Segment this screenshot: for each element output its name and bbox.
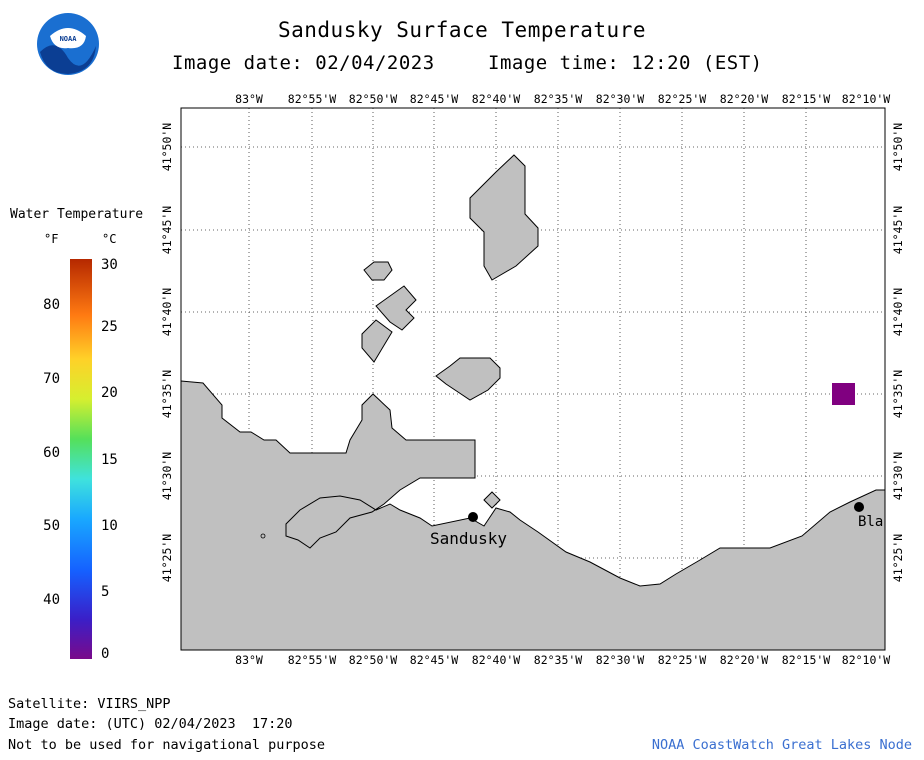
lon-tick-bottom: 82°15'W	[781, 653, 831, 667]
lon-tick-top: 82°25'W	[657, 92, 707, 106]
lat-tick-right: 41°45'N	[891, 205, 905, 255]
lat-tick-left: 41°45'N	[160, 205, 174, 255]
temperature-pixel	[832, 383, 855, 405]
lon-tick-bottom: 82°30'W	[595, 653, 645, 667]
bla-marker	[854, 502, 864, 512]
noaa-logo-text: NOAA	[60, 35, 78, 43]
lon-tick-bottom: 82°55'W	[287, 653, 337, 667]
island-lower-left	[361, 319, 393, 363]
noaa-logo-icon: NOAA	[37, 13, 99, 75]
lat-tick-right: 41°50'N	[891, 122, 905, 172]
legend-c-tick: 10	[101, 518, 118, 534]
island-small-top	[363, 261, 393, 281]
lat-tick-left: 41°40'N	[160, 287, 174, 337]
lon-tick-bottom: 82°20'W	[719, 653, 769, 667]
legend-unit-celsius: °C	[102, 232, 117, 246]
legend-c-tick: 5	[101, 584, 110, 600]
lat-tick-right: 41°30'N	[891, 451, 905, 501]
lon-tick-bottom: 82°40'W	[471, 653, 521, 667]
satellite-info: Satellite: VIIRS_NPP	[8, 696, 171, 712]
island-middle	[375, 285, 417, 331]
lat-tick-left: 41°35'N	[160, 369, 174, 419]
lon-tick-top: 82°20'W	[719, 92, 769, 106]
legend-f-tick: 70	[43, 371, 60, 387]
lon-tick-bottom: 82°50'W	[348, 653, 398, 667]
legend-f-tick: 80	[43, 297, 60, 313]
sandusky-label: Sandusky	[430, 529, 507, 548]
island-kelleys	[435, 357, 501, 401]
lon-tick-top: 82°30'W	[595, 92, 645, 106]
legend-c-tick: 20	[101, 385, 118, 401]
lon-tick-bottom: 82°10'W	[841, 653, 891, 667]
lat-tick-right: 41°35'N	[891, 369, 905, 419]
navigation-disclaimer: Not to be used for navigational purpose	[8, 737, 325, 753]
legend-f-tick: 50	[43, 518, 60, 534]
island-north	[469, 154, 539, 281]
islet	[260, 533, 266, 539]
lon-tick-bottom: 82°35'W	[533, 653, 583, 667]
legend-f-tick: 60	[43, 445, 60, 461]
lon-tick-bottom: 82°25'W	[657, 653, 707, 667]
lat-tick-right: 41°40'N	[891, 287, 905, 337]
legend-unit-fahrenheit: °F	[44, 232, 59, 246]
lon-tick-top: 82°35'W	[533, 92, 583, 106]
legend-c-tick: 25	[101, 319, 118, 335]
utc-date-info: Image date: (UTC) 02/04/2023 17:20	[8, 716, 293, 732]
lon-tick-top: 82°10'W	[841, 92, 891, 106]
lon-tick-bottom: 82°45'W	[409, 653, 459, 667]
temperature-colorbar	[70, 259, 92, 659]
sandusky-marker	[468, 512, 478, 522]
lat-tick-right: 41°25'N	[891, 533, 905, 583]
legend-c-tick: 15	[101, 452, 118, 468]
lon-tick-top: 82°55'W	[287, 92, 337, 106]
lon-tick-top: 82°40'W	[471, 92, 521, 106]
image-date: Image date: 02/04/2023	[172, 52, 435, 74]
legend-c-tick: 30	[101, 257, 118, 273]
lat-tick-left: 41°25'N	[160, 533, 174, 583]
lon-tick-top: 82°45'W	[409, 92, 459, 106]
lon-tick-top: 82°50'W	[348, 92, 398, 106]
mainland-shore	[180, 380, 886, 651]
island-cedar-point	[483, 491, 501, 509]
lon-tick-top: 83°W	[235, 92, 263, 106]
page-title: Sandusky Surface Temperature	[277, 18, 646, 42]
legend-f-tick: 40	[43, 592, 60, 608]
legend-title: Water Temperature	[10, 207, 144, 222]
lat-tick-left: 41°50'N	[160, 122, 174, 172]
image-time: Image time: 12:20 (EST)	[488, 52, 763, 74]
map-frame	[180, 107, 886, 651]
lon-tick-top: 82°15'W	[781, 92, 831, 106]
legend-c-tick: 0	[101, 646, 110, 662]
lon-tick-bottom: 83°W	[235, 653, 263, 667]
lat-tick-left: 41°30'N	[160, 451, 174, 501]
credit-text: NOAA CoastWatch Great Lakes Node	[651, 737, 912, 753]
bla-label: Bla	[858, 514, 883, 530]
